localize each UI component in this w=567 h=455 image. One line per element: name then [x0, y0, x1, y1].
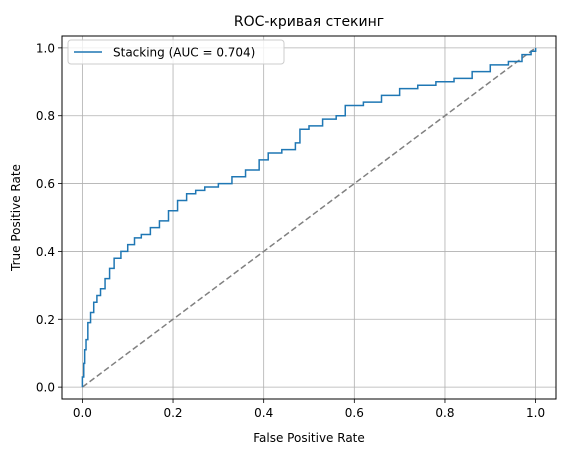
y-tick-label-5: 1.0 [36, 41, 55, 55]
x-tick-label-4: 0.8 [435, 406, 454, 420]
legend: Stacking (AUC = 0.704) [67, 39, 285, 65]
x-tick-label-1: 0.2 [163, 406, 182, 420]
y-tick-label-2: 0.4 [36, 245, 55, 259]
chance-line [81, 47, 537, 388]
x-axis-ticks: 0.0 0.2 0.4 0.6 0.8 1.0 [73, 399, 545, 420]
y-axis-label: True Positive Rate [9, 164, 23, 272]
grid [62, 36, 556, 399]
y-tick-label-0: 0.0 [36, 381, 55, 395]
plot-frame [61, 35, 557, 400]
x-tick-label-3: 0.6 [345, 406, 364, 420]
y-axis-ticks: 0.0 0.2 0.4 0.6 0.8 1.0 [36, 41, 62, 395]
legend-box [67, 39, 285, 65]
legend-label-stacking: Stacking (AUC = 0.704) [113, 46, 255, 60]
roc-curve-stacking [81, 47, 537, 388]
y-tick-label-4: 0.8 [36, 109, 55, 123]
x-axis-label: False Positive Rate [253, 431, 365, 445]
chart-title: ROC-кривая стекинг [234, 14, 384, 30]
x-tick-label-2: 0.4 [254, 406, 273, 420]
y-tick-label-3: 0.6 [36, 177, 55, 191]
y-tick-label-1: 0.2 [36, 313, 55, 327]
x-tick-label-5: 1.0 [526, 406, 545, 420]
series-layer [81, 47, 537, 388]
x-tick-label-0: 0.0 [73, 406, 92, 420]
